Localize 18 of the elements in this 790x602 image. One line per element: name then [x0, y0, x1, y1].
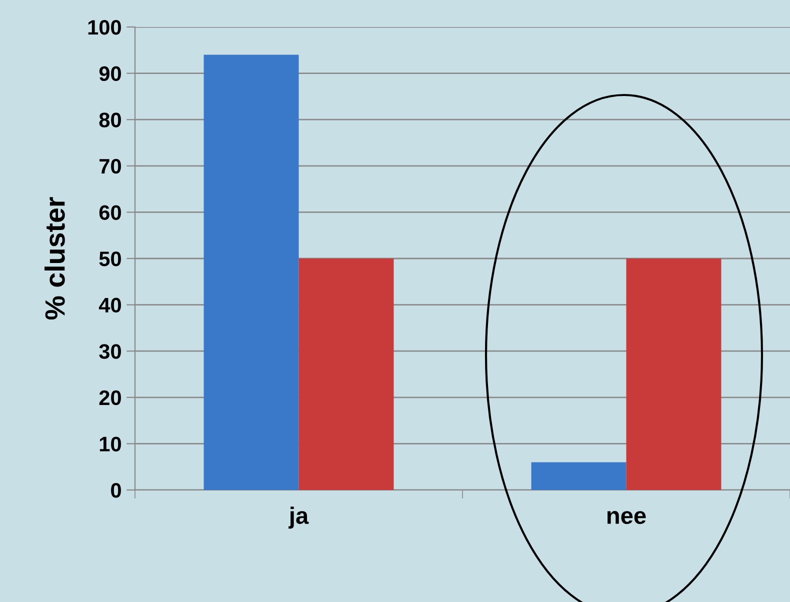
bar: [626, 258, 722, 490]
bar: [531, 462, 626, 490]
y-tick-label: 90: [99, 66, 121, 82]
y-tick-label: 70: [100, 158, 121, 174]
y-axis-title: % cluster: [44, 197, 65, 320]
x-tick-label: ja: [288, 506, 309, 529]
y-tick-label: 0: [111, 483, 121, 498]
y-tick-label: 10: [100, 436, 121, 452]
y-tick-label: 80: [99, 112, 121, 128]
y-tick-label: 20: [99, 390, 121, 406]
y-tick-label: 40: [98, 298, 121, 313]
bar: [298, 258, 394, 490]
y-tick-label: 50: [99, 252, 121, 266]
y-tick-label: 30: [99, 344, 121, 359]
y-tick-label: 100: [88, 20, 121, 35]
x-tick-label: nee: [607, 511, 646, 524]
y-tick-label: 60: [99, 205, 121, 220]
bar: [204, 54, 299, 490]
